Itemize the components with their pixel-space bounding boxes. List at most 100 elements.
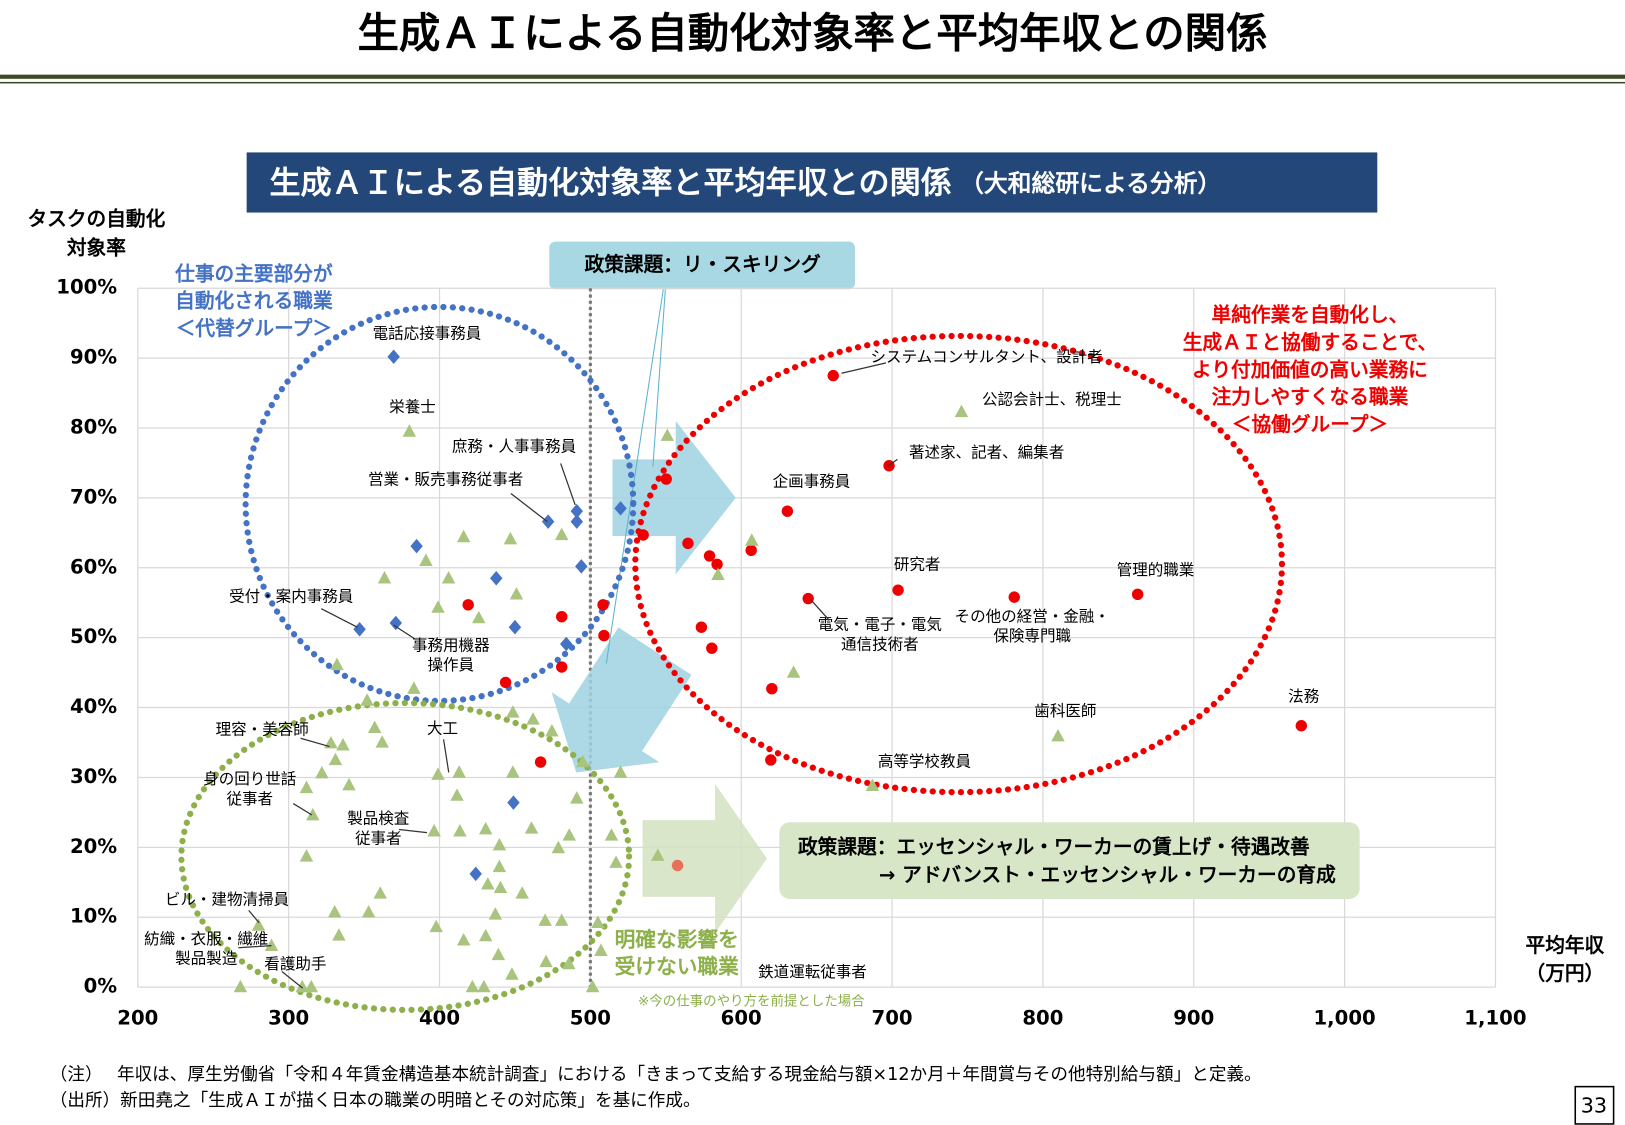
policy-box: [779, 822, 1360, 899]
y-tick-label: 10%: [70, 905, 117, 928]
point: [765, 754, 777, 766]
group-label: 単純作業を自動化し、: [1212, 304, 1409, 327]
y-tick-label: 20%: [70, 835, 117, 858]
point: [591, 915, 605, 928]
point: [711, 567, 725, 580]
point: [499, 676, 512, 689]
point: [332, 928, 346, 941]
policy-label: 政策課題：エッセンシャル・ワーカーの賃上げ・待遇改善: [798, 836, 1310, 859]
point: [295, 979, 309, 993]
leader-line: [841, 362, 887, 374]
point: [570, 791, 584, 804]
y-tick-label: 60%: [70, 555, 117, 578]
point: [703, 550, 716, 562]
point: [604, 828, 619, 841]
point-label: 電話応接事務員: [373, 324, 482, 342]
y-tick-label: 70%: [70, 485, 117, 508]
leader-line: [442, 739, 450, 773]
x-tick-label: 900: [1173, 1007, 1214, 1030]
point: [1131, 588, 1144, 601]
point: [802, 592, 814, 605]
chart-subtitle: （大和総研による分析）: [960, 169, 1221, 197]
point: [637, 529, 649, 541]
point-label: 製品検査: [347, 810, 409, 828]
point: [695, 621, 708, 633]
x-tick-label: 800: [1022, 1007, 1063, 1030]
point: [360, 693, 374, 706]
point: [613, 765, 628, 778]
point: [865, 778, 880, 792]
point-label: 庶務・人事事務員: [452, 437, 576, 455]
point-label: 操作員: [428, 656, 475, 674]
point: [651, 848, 665, 861]
group-label: 受けない職業: [615, 954, 740, 978]
point: [324, 735, 338, 749]
point: [453, 823, 467, 837]
y-axis-label: タスクの自動化: [27, 207, 165, 230]
page-title: 生成ＡＩによる自動化対象率と平均年収との関係: [357, 9, 1267, 57]
y-tick-label: 100%: [56, 276, 117, 299]
point: [450, 788, 464, 801]
point: [478, 928, 493, 942]
point-label: 研究者: [894, 556, 941, 574]
group-outline: [632, 332, 1286, 796]
leader-line: [398, 828, 428, 834]
policy-box: [549, 241, 855, 290]
y-tick-label: 80%: [70, 416, 117, 439]
point-label: 紡織・衣服・繊維: [144, 930, 268, 948]
point-label: 身の回り世話: [203, 770, 296, 788]
point: [373, 886, 387, 899]
point: [462, 599, 474, 611]
x-tick-label: 200: [117, 1007, 158, 1030]
point: [264, 938, 279, 952]
point-label: 製品製造: [175, 950, 238, 968]
point: [551, 840, 566, 854]
point: [1295, 720, 1308, 732]
point: [560, 636, 573, 652]
point: [441, 571, 456, 584]
point: [506, 705, 520, 718]
point: [375, 735, 389, 748]
point: [233, 979, 248, 993]
chart-title-box: [246, 152, 1378, 213]
policy-label: 政策課題：リ・スキリング: [585, 253, 822, 276]
point-label: 歯科医師: [1034, 702, 1096, 720]
page-number: 33: [1581, 1093, 1607, 1117]
point: [456, 529, 471, 543]
point: [503, 531, 518, 545]
point: [507, 795, 520, 810]
point: [336, 738, 350, 751]
point: [786, 665, 801, 678]
point: [1008, 591, 1020, 603]
leader-line: [300, 737, 330, 748]
point-label: 通信技術者: [841, 635, 919, 653]
point: [477, 979, 491, 993]
point: [570, 514, 584, 529]
footnote: （注） 年収は、厚生労働省「令和４年賃金構造基本統計調査」における「きまって支給…: [50, 1065, 1262, 1085]
point: [515, 886, 529, 899]
group-label: ＜代替グループ＞: [176, 317, 332, 340]
point: [491, 947, 506, 961]
arrow: [612, 420, 736, 575]
point: [682, 537, 694, 550]
point: [594, 943, 608, 956]
point: [429, 919, 443, 933]
point: [402, 424, 417, 437]
point: [781, 505, 794, 517]
point: [745, 533, 759, 546]
point: [469, 866, 482, 882]
x-tick-label: 1,100: [1464, 1007, 1526, 1030]
point-label: 栄養士: [389, 398, 436, 416]
y-tick-label: 90%: [70, 346, 117, 369]
x-tick-label: 500: [570, 1007, 611, 1030]
point: [892, 584, 904, 596]
point-label: 受付・案内事務員: [229, 588, 353, 606]
leader-line: [560, 463, 576, 506]
point: [431, 600, 445, 613]
point: [306, 807, 320, 821]
point: [1051, 728, 1065, 742]
point-label: ビル・建物清掃員: [165, 890, 289, 908]
point-label: 理容・美容師: [216, 720, 309, 738]
leader-line: [320, 608, 358, 628]
